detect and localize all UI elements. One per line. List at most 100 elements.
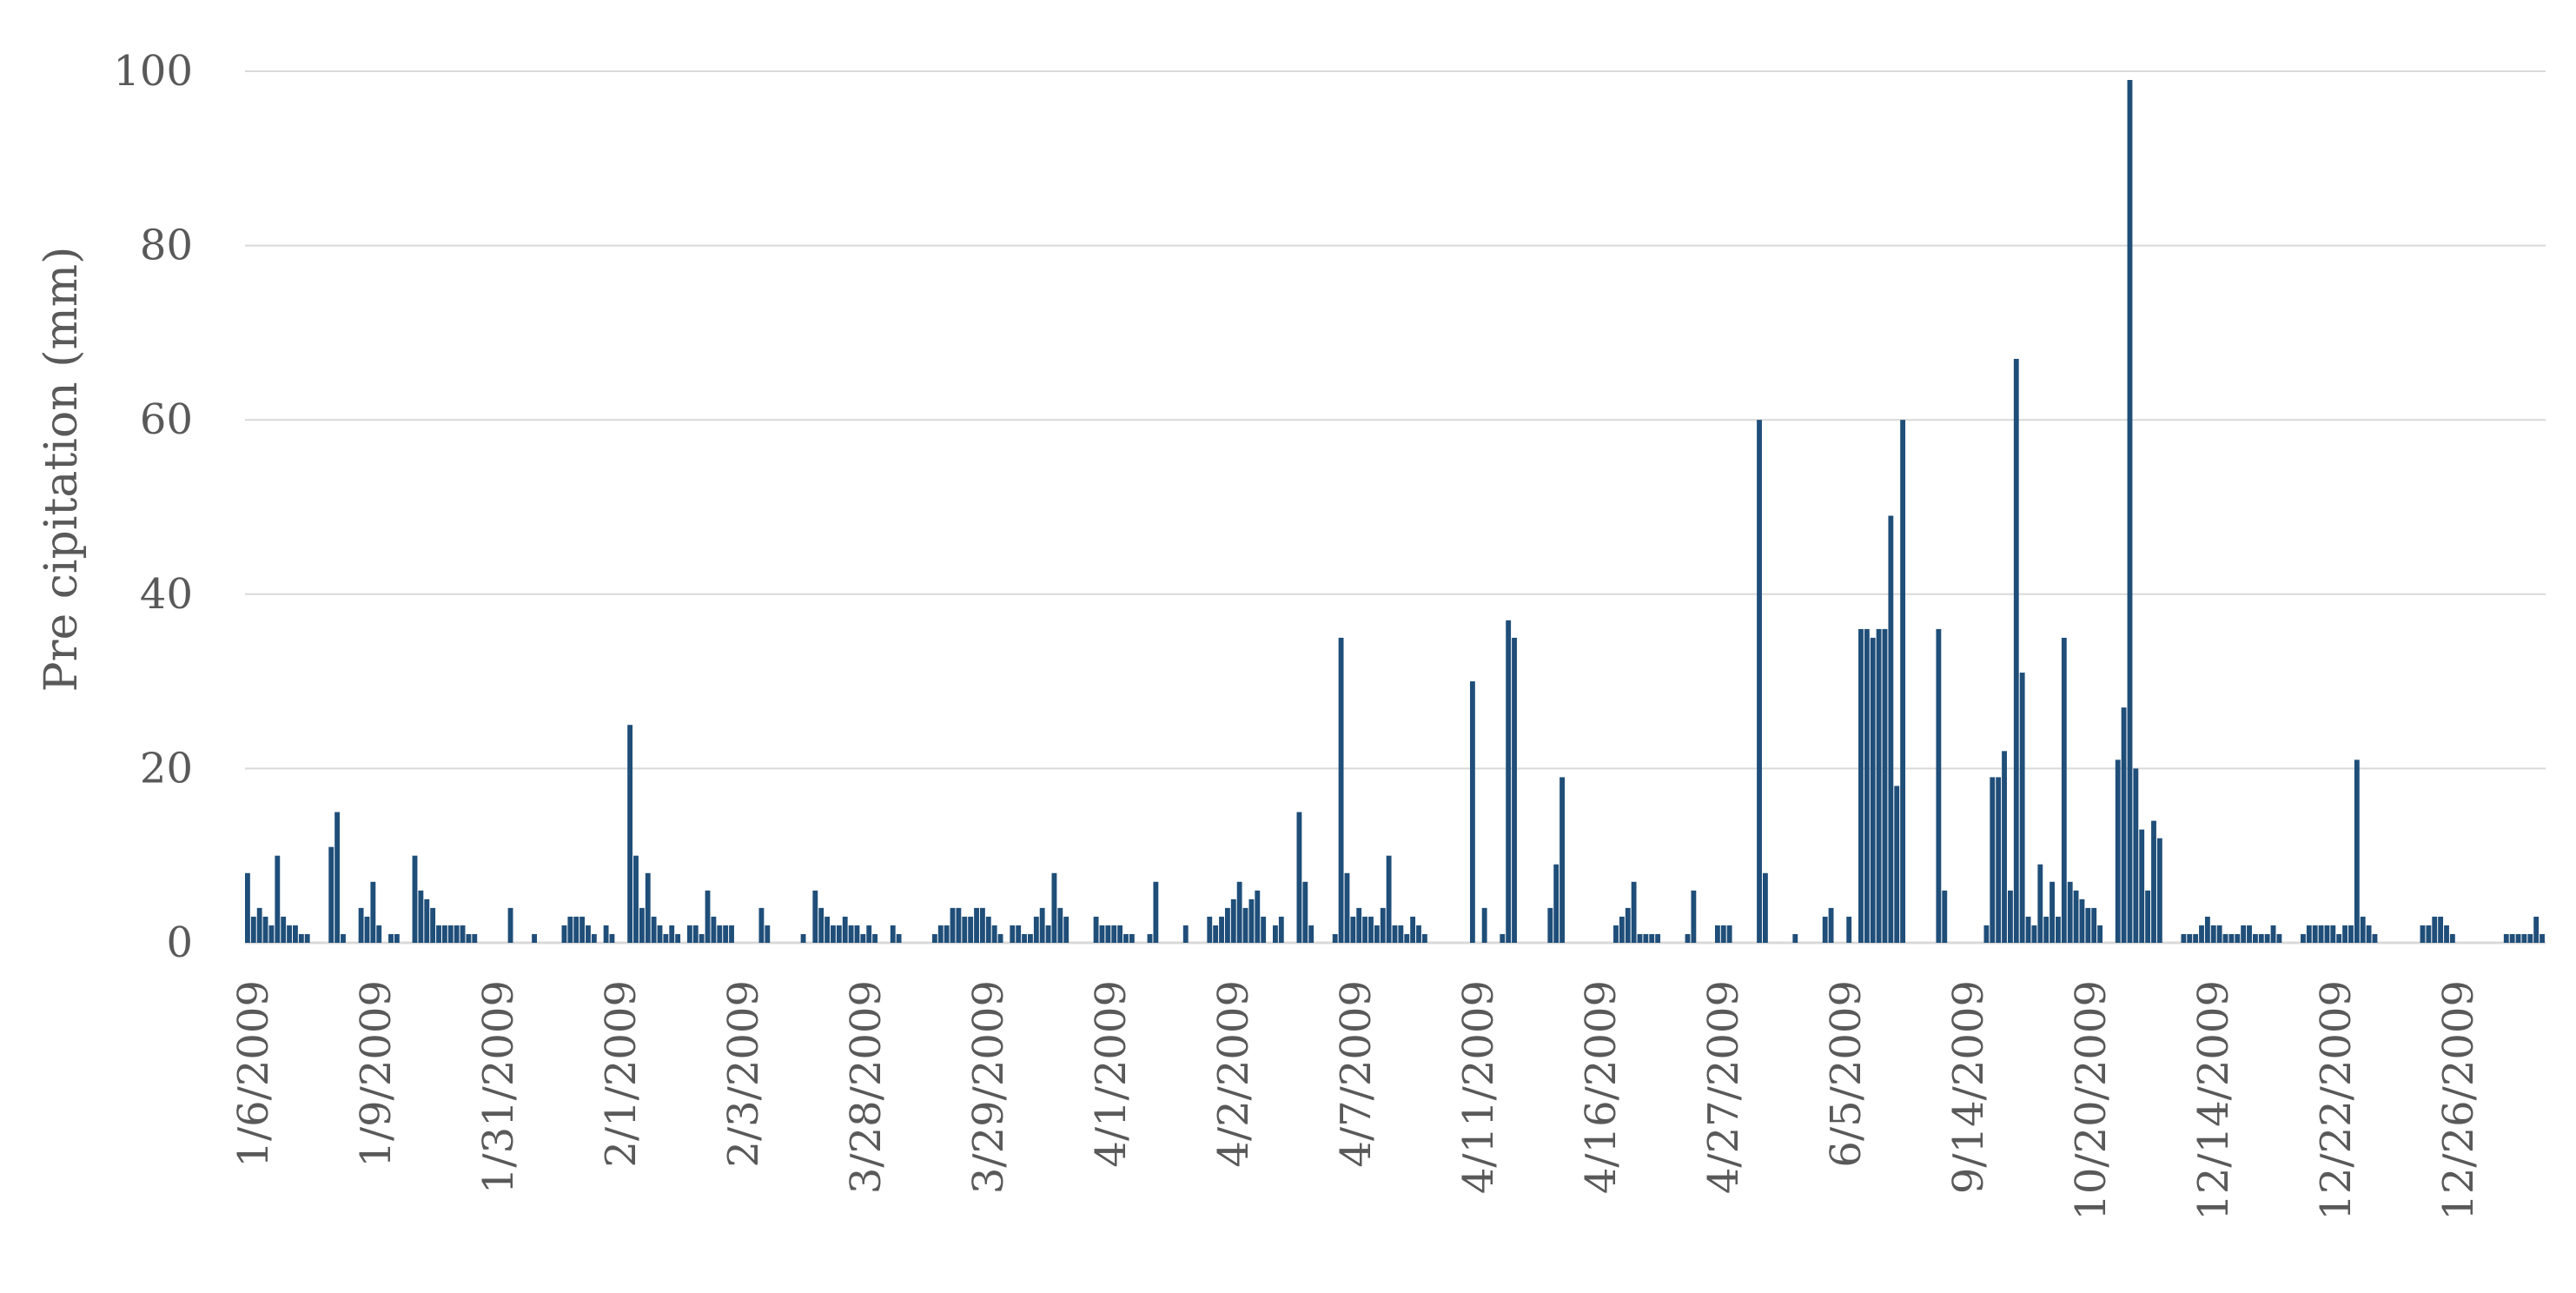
bar bbox=[2043, 916, 2050, 943]
bar bbox=[2264, 933, 2270, 943]
bar bbox=[974, 907, 979, 943]
bar bbox=[1242, 907, 1248, 943]
bar bbox=[472, 933, 478, 943]
bar bbox=[250, 916, 256, 943]
bar bbox=[2276, 933, 2282, 943]
bar bbox=[447, 925, 454, 943]
y-tick-label: 20 bbox=[140, 744, 193, 792]
bar bbox=[2019, 673, 2025, 943]
bar bbox=[651, 916, 657, 943]
y-tick-label: 0 bbox=[166, 918, 193, 967]
bar bbox=[2449, 933, 2455, 943]
bar bbox=[2121, 707, 2127, 943]
bar bbox=[1637, 933, 1643, 943]
bar bbox=[2366, 925, 2372, 943]
bar bbox=[2533, 916, 2540, 943]
bar bbox=[699, 933, 705, 943]
bar bbox=[2228, 933, 2235, 943]
bar bbox=[1278, 916, 1284, 943]
x-tick-label: 1/9/2009 bbox=[352, 980, 401, 1168]
bar bbox=[1051, 872, 1057, 943]
bar bbox=[1625, 907, 1631, 943]
y-axis-label: Pre cipitation (mm) bbox=[36, 247, 88, 693]
bar bbox=[1224, 907, 1230, 943]
bar bbox=[2540, 933, 2545, 943]
bar bbox=[2061, 637, 2067, 943]
bar bbox=[950, 907, 956, 943]
bar bbox=[991, 925, 997, 943]
bar bbox=[2067, 881, 2073, 943]
bar bbox=[729, 925, 734, 943]
bar bbox=[1386, 855, 1392, 943]
bar bbox=[441, 925, 447, 943]
bar bbox=[1553, 864, 1560, 943]
bar bbox=[1344, 872, 1350, 943]
x-tick-label: 4/27/2009 bbox=[1699, 980, 1748, 1194]
bar bbox=[1105, 925, 1111, 943]
bar bbox=[256, 907, 262, 943]
bar bbox=[2270, 925, 2276, 943]
bar bbox=[1762, 872, 1768, 943]
bar bbox=[2301, 933, 2306, 943]
bar bbox=[2204, 916, 2210, 943]
bar bbox=[711, 916, 717, 943]
bar bbox=[1619, 916, 1625, 943]
bar bbox=[304, 933, 310, 943]
x-tick-label: 1/6/2009 bbox=[229, 980, 278, 1168]
bar bbox=[2372, 933, 2378, 943]
bar bbox=[567, 916, 573, 943]
bar bbox=[985, 916, 991, 943]
bar bbox=[2444, 925, 2449, 943]
bar bbox=[1983, 925, 1990, 943]
bar bbox=[1022, 933, 1027, 943]
bar bbox=[2133, 768, 2139, 943]
bar bbox=[1882, 628, 1888, 943]
bar bbox=[2156, 838, 2162, 943]
bar bbox=[532, 933, 537, 943]
bar bbox=[639, 907, 645, 943]
bar bbox=[824, 916, 831, 943]
bar bbox=[937, 925, 944, 943]
bar bbox=[800, 933, 806, 943]
bar bbox=[2056, 916, 2061, 943]
bar bbox=[669, 925, 675, 943]
bar bbox=[1063, 916, 1069, 943]
bar bbox=[281, 916, 287, 943]
bar bbox=[758, 907, 765, 943]
bar bbox=[364, 916, 370, 943]
bar bbox=[1057, 907, 1063, 943]
bar bbox=[2318, 925, 2324, 943]
bar bbox=[765, 925, 771, 943]
bar bbox=[1255, 890, 1261, 943]
bar bbox=[812, 890, 818, 943]
bar bbox=[1691, 890, 1697, 943]
bar bbox=[287, 925, 292, 943]
bar bbox=[262, 916, 268, 943]
x-tick-label: 4/2/2009 bbox=[1209, 980, 1258, 1168]
bar bbox=[836, 925, 842, 943]
bar bbox=[2085, 907, 2091, 943]
bar bbox=[1111, 925, 1117, 943]
y-tick-label: 40 bbox=[140, 570, 193, 619]
bar bbox=[1714, 925, 1720, 943]
bar bbox=[1512, 637, 1517, 943]
bar bbox=[723, 925, 729, 943]
bar bbox=[293, 925, 298, 943]
bar bbox=[956, 907, 962, 943]
bar bbox=[2515, 933, 2521, 943]
bar bbox=[2527, 933, 2533, 943]
bar bbox=[633, 855, 639, 943]
bar bbox=[931, 933, 937, 943]
x-tick-label: 12/14/2009 bbox=[2189, 980, 2238, 1221]
x-tick-label: 3/28/2009 bbox=[842, 980, 891, 1194]
bar bbox=[2324, 925, 2330, 943]
bar bbox=[2187, 933, 2193, 943]
bar bbox=[1099, 925, 1105, 943]
bar bbox=[842, 916, 848, 943]
bar bbox=[2199, 925, 2204, 943]
bar bbox=[1153, 881, 1159, 943]
bar bbox=[1500, 933, 1506, 943]
bar bbox=[657, 925, 663, 943]
bar bbox=[890, 925, 896, 943]
